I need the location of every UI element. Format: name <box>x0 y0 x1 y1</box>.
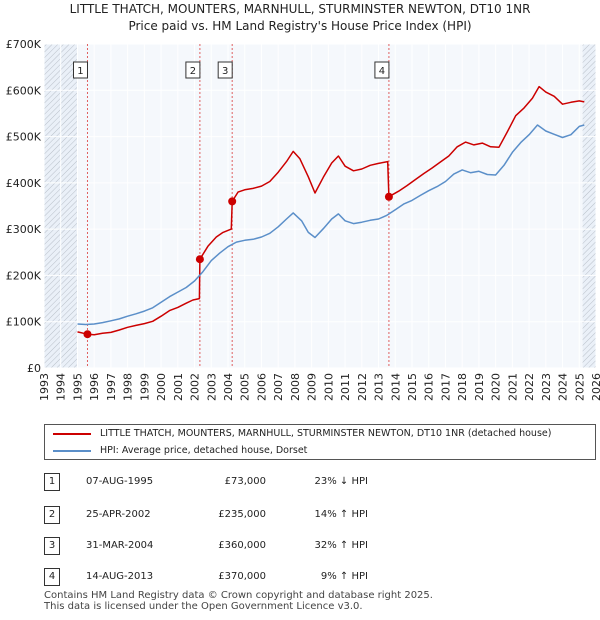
transaction-price: £360,000 <box>218 540 266 551</box>
x-tick-label: 2011 <box>339 373 352 401</box>
sale-number-label: 4 <box>379 66 385 77</box>
y-tick-label: £500K <box>6 131 42 144</box>
legend-label-hpi: HPI: Average price, detached house, Dors… <box>100 445 308 456</box>
x-tick-label: 2001 <box>172 373 185 401</box>
price-chart: £0 £100K £200K £300K £400K £500K £600K £700K 199… <box>6 38 600 401</box>
x-tick-label: 2002 <box>189 373 202 401</box>
y-tick-label: £600K <box>6 84 42 97</box>
sale-point <box>83 330 92 339</box>
sale-point <box>195 255 204 264</box>
property-price-line <box>77 85 585 336</box>
x-tick-label: 2005 <box>239 373 252 401</box>
x-tick-label: 2009 <box>306 373 319 401</box>
x-tick-label: 2021 <box>506 373 519 401</box>
y-tick-label: £400K <box>6 177 42 190</box>
sale-point <box>384 192 393 201</box>
x-tick-label: 1994 <box>55 373 68 401</box>
x-tick-label: 1999 <box>138 373 151 401</box>
x-tick-label: 2003 <box>205 373 218 401</box>
hpi-line <box>77 124 585 326</box>
transaction-price: £370,000 <box>218 571 266 582</box>
transaction-hpi-diff: 23% ↓ HPI <box>314 476 368 487</box>
sale-number-box <box>374 61 390 79</box>
sale-number-label: 3 <box>222 66 228 77</box>
legend-swatch-blue <box>53 449 91 452</box>
transaction-number-badge: 1 <box>44 473 60 491</box>
x-tick-label: 2022 <box>523 373 536 401</box>
sale-number-label: 1 <box>77 66 83 77</box>
footer: Contains HM Land Registry data © Crown c… <box>44 590 433 612</box>
transaction-price: £235,000 <box>218 509 266 520</box>
x-tick-label: 2018 <box>456 373 469 401</box>
transaction-date: 14-AUG-2013 <box>86 571 154 582</box>
x-tick-label: 2013 <box>373 373 386 401</box>
x-tick-label: 2017 <box>439 373 452 401</box>
x-tick-label: 2014 <box>389 373 402 401</box>
x-tick-label: 2004 <box>222 373 235 401</box>
y-tick-label: £100K <box>6 316 42 329</box>
footer-license: This data is licensed under the Open Gov… <box>44 601 363 612</box>
transaction-number-badge: 2 <box>44 506 60 524</box>
transaction-date: 07-AUG-1995 <box>86 476 154 487</box>
x-tick-label: 2012 <box>356 373 369 401</box>
transaction-hpi-diff: 9% ↑ HPI <box>320 571 368 582</box>
legend: LITTLE THATCH, MOUNTERS, MARNHULL, STURM… <box>44 424 596 460</box>
sale-number-box <box>185 61 201 79</box>
transaction-row: 3 31-MAR-2004 £360,000 32% ↑ HPI <box>44 536 584 556</box>
transaction-price: £73,000 <box>224 476 266 487</box>
x-tick-label: 2007 <box>272 373 285 401</box>
chart-title: LITTLE THATCH, MOUNTERS, MARNHULL, STURM… <box>69 2 531 16</box>
sale-number-box <box>72 61 88 79</box>
x-tick-label: 2000 <box>155 373 168 401</box>
transaction-hpi-diff: 32% ↑ HPI <box>314 540 368 551</box>
x-tick-label: 2024 <box>557 373 570 401</box>
x-tick-label: 2016 <box>423 373 436 401</box>
legend-label-property: LITTLE THATCH, MOUNTERS, MARNHULL, STURM… <box>100 428 552 439</box>
x-tick-label: 1995 <box>71 373 84 401</box>
x-tick-label: 2026 <box>590 373 600 401</box>
y-tick-label: £300K <box>6 223 42 236</box>
legend-item-hpi: HPI: Average price, detached house, Dors… <box>53 443 307 459</box>
x-tick-label: 2020 <box>490 373 503 401</box>
transaction-row: 4 14-AUG-2013 £370,000 9% ↑ HPI <box>44 567 584 587</box>
transaction-number-badge: 3 <box>44 537 60 555</box>
chart-subtitle: Price paid vs. HM Land Registry's House … <box>128 19 472 33</box>
x-tick-label: 1993 <box>38 373 51 401</box>
sale-number-box <box>217 61 233 79</box>
transaction-date: 31-MAR-2004 <box>86 540 154 551</box>
transaction-date: 25-APR-2002 <box>86 509 151 520</box>
y-tick-label: £0 <box>27 362 41 375</box>
footer-copyright: Contains HM Land Registry data © Crown c… <box>44 590 433 601</box>
x-tick-label: 2008 <box>289 373 302 401</box>
transaction-row: 2 25-APR-2002 £235,000 14% ↑ HPI <box>44 505 584 525</box>
transaction-number-badge: 4 <box>44 568 60 586</box>
legend-item-property: LITTLE THATCH, MOUNTERS, MARNHULL, STURM… <box>53 426 551 442</box>
transaction-row: 1 07-AUG-1995 £73,000 23% ↓ HPI <box>44 472 584 492</box>
x-tick-label: 1997 <box>105 373 118 401</box>
x-tick-label: 2023 <box>540 373 553 401</box>
x-tick-label: 2019 <box>473 373 486 401</box>
x-tick-label: 1998 <box>122 373 135 401</box>
hatched-region-end <box>582 44 596 368</box>
sale-point <box>228 197 237 206</box>
x-tick-label: 2015 <box>406 373 419 401</box>
data-range-band <box>77 44 583 368</box>
x-tick-label: 1996 <box>88 373 101 401</box>
y-tick-label: £700K <box>6 38 42 51</box>
sale-number-label: 2 <box>190 66 196 77</box>
legend-swatch-red <box>53 432 91 435</box>
transaction-hpi-diff: 14% ↑ HPI <box>314 509 368 520</box>
x-tick-label: 2010 <box>322 373 335 401</box>
x-tick-label: 2006 <box>255 373 268 401</box>
y-tick-label: £200K <box>6 269 42 282</box>
x-tick-label: 2025 <box>573 373 586 401</box>
